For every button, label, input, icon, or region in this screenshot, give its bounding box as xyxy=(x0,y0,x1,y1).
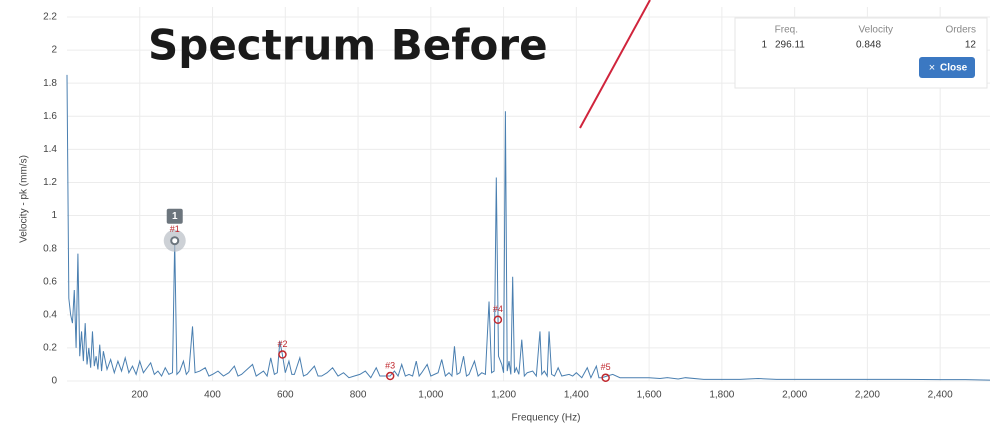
harmonic-marker xyxy=(278,350,287,359)
harmonic-marker xyxy=(385,371,395,381)
y-tick-label: 2.2 xyxy=(43,12,57,23)
table-header: Orders xyxy=(945,25,976,36)
marker-label: #2 xyxy=(277,339,287,349)
close-label[interactable]: Close xyxy=(940,63,968,74)
table-header: Velocity xyxy=(859,25,893,36)
harmonic-marker xyxy=(601,373,610,382)
x-tick-label: 1,800 xyxy=(709,390,734,401)
table-header: Freq. xyxy=(775,25,798,36)
spectrum-line xyxy=(66,74,990,381)
close-button[interactable]: × Close xyxy=(919,57,975,78)
close-button-bg[interactable] xyxy=(919,57,975,78)
x-tick-label: 2,200 xyxy=(855,390,880,401)
y-tick-label: 1.2 xyxy=(43,177,57,188)
table-cell: 0.848 xyxy=(856,40,881,51)
x-tick-label: 1,000 xyxy=(418,390,443,401)
annotation-arrow xyxy=(579,0,651,129)
y-axis-label: Velocity - pk (mm/s) xyxy=(19,155,30,243)
y-tick-label: 1 xyxy=(51,210,57,221)
x-tick-label: 1,600 xyxy=(637,390,662,401)
harmonic-marker xyxy=(170,236,180,246)
x-tick-label: 600 xyxy=(277,390,294,401)
x-tick-label: 400 xyxy=(204,390,221,401)
marker-label: #5 xyxy=(601,362,611,372)
x-tick-label: 800 xyxy=(350,390,367,401)
x-tick-label: 2,000 xyxy=(782,390,807,401)
y-tick-label: 0.4 xyxy=(43,309,57,320)
close-icon[interactable]: × xyxy=(929,62,935,74)
y-tick-label: 1.6 xyxy=(43,111,57,122)
y-tick-label: 0.2 xyxy=(43,343,57,354)
y-tick-label: 0.8 xyxy=(43,243,57,254)
harmonic-marker xyxy=(493,315,503,325)
chart-title: Spectrum Before xyxy=(148,21,548,70)
table-cell: 12 xyxy=(965,40,977,51)
table-cell: 1 xyxy=(761,40,767,51)
y-tick-label: 2 xyxy=(51,45,57,56)
x-tick-label: 1,400 xyxy=(564,390,589,401)
marker-badge-bg xyxy=(166,208,183,224)
y-tick-label: 0 xyxy=(51,376,57,387)
marker-label: #1 xyxy=(170,224,180,234)
x-tick-label: 200 xyxy=(131,390,148,401)
marker-label: #3 xyxy=(385,360,395,370)
marker-badge: 1 xyxy=(172,211,178,222)
y-tick-label: 1.8 xyxy=(43,78,57,89)
x-tick-label: 1,200 xyxy=(491,390,516,401)
y-tick-label: 0.6 xyxy=(43,276,57,287)
x-axis-label: Frequency (Hz) xyxy=(512,413,581,424)
x-tick-label: 2,400 xyxy=(928,390,953,401)
info-table: Freq. Velocity Orders 1 296.11 0.848 12 … xyxy=(734,17,988,89)
y-tick-label: 1.4 xyxy=(43,144,57,155)
table-cell: 296.11 xyxy=(775,40,805,51)
marker-label: #4 xyxy=(493,304,503,314)
